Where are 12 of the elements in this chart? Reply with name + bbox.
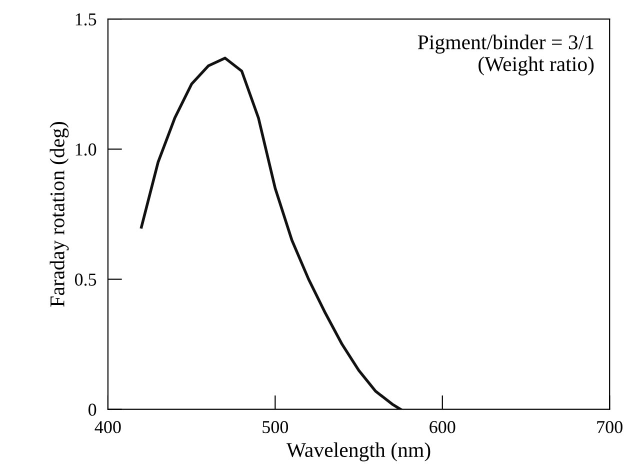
x-tick-label: 600	[430, 420, 456, 434]
y-tick-label: 0	[88, 404, 96, 416]
line-series	[140, 56, 402, 410]
x-tick-label: 400	[94, 420, 121, 434]
y-tick-label: 1.5	[76, 13, 96, 26]
annotation: Pigment/binder = 3/1 (Weight ratio)	[418, 34, 594, 76]
y-tick-label: 1.0	[76, 143, 96, 156]
x-tick-label: 500	[262, 420, 288, 434]
x-axis-title: Wavelength (nm)	[286, 442, 430, 462]
y-axis-title: Faraday rotation (deg)	[50, 122, 69, 307]
x-tick-label: 700	[597, 420, 622, 434]
y-tick-label: 0.5	[74, 274, 96, 286]
